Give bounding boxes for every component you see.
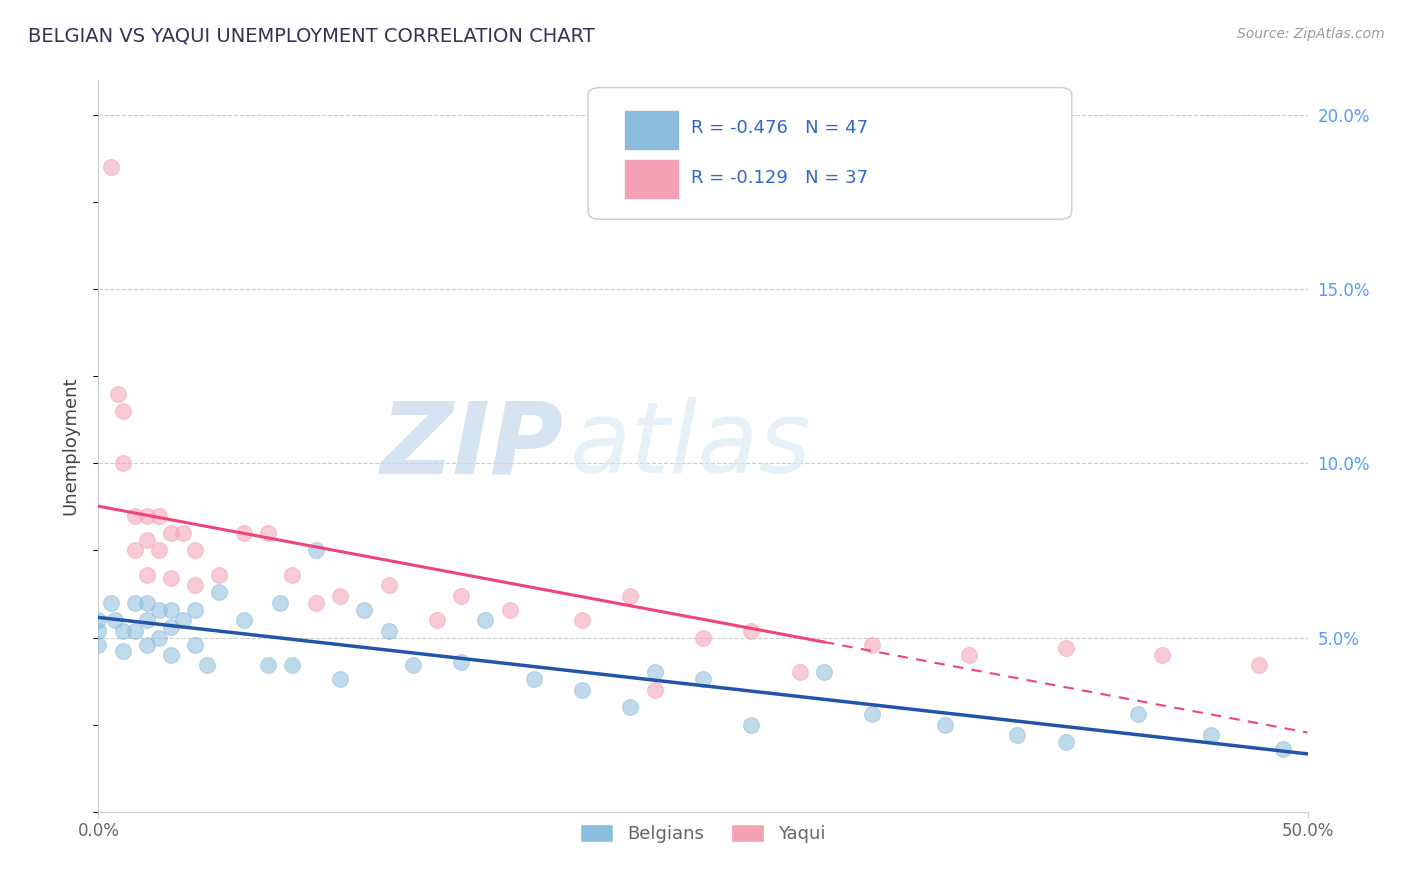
Point	[135, 613, 157, 627]
Point	[740, 717, 762, 731]
Point	[269, 596, 291, 610]
Point	[195, 658, 218, 673]
Point	[740, 624, 762, 638]
Point	[124, 508, 146, 523]
Point	[184, 578, 207, 592]
Point	[135, 638, 157, 652]
Point	[377, 624, 399, 638]
Point	[934, 717, 956, 731]
Point	[111, 644, 134, 658]
Point	[135, 508, 157, 523]
Y-axis label: Unemployment: Unemployment	[62, 376, 80, 516]
Point	[148, 603, 170, 617]
Point	[160, 620, 183, 634]
Point	[148, 631, 170, 645]
FancyBboxPatch shape	[624, 159, 679, 199]
Point	[474, 613, 496, 627]
Point	[100, 161, 122, 175]
Point	[1054, 735, 1077, 749]
Point	[232, 613, 254, 627]
Point	[160, 571, 183, 585]
Point	[402, 658, 425, 673]
Text: Source: ZipAtlas.com: Source: ZipAtlas.com	[1237, 27, 1385, 41]
Point	[860, 707, 883, 722]
Point	[172, 613, 194, 627]
Point	[498, 603, 520, 617]
Point	[1199, 728, 1222, 742]
Point	[111, 404, 134, 418]
FancyBboxPatch shape	[588, 87, 1071, 219]
Point	[523, 673, 546, 687]
Point	[148, 543, 170, 558]
Text: ZIP: ZIP	[381, 398, 564, 494]
Point	[813, 665, 835, 680]
Point	[87, 624, 110, 638]
Point	[1007, 728, 1029, 742]
Point	[208, 585, 231, 599]
Point	[329, 673, 352, 687]
Point	[281, 567, 304, 582]
Point	[644, 665, 666, 680]
Point	[184, 638, 207, 652]
Point	[256, 658, 278, 673]
Point	[305, 596, 328, 610]
Point	[860, 638, 883, 652]
Point	[111, 624, 134, 638]
Point	[1272, 742, 1295, 756]
Point	[1249, 658, 1271, 673]
Point	[124, 596, 146, 610]
Point	[1152, 648, 1174, 662]
Point	[571, 682, 593, 697]
Point	[426, 613, 449, 627]
Point	[232, 526, 254, 541]
Point	[160, 603, 183, 617]
Text: R = -0.129   N = 37: R = -0.129 N = 37	[690, 169, 868, 186]
Point	[281, 658, 304, 673]
Point	[1128, 707, 1150, 722]
Point	[111, 457, 134, 471]
Point	[172, 526, 194, 541]
Point	[135, 596, 157, 610]
Text: BELGIAN VS YAQUI UNEMPLOYMENT CORRELATION CHART: BELGIAN VS YAQUI UNEMPLOYMENT CORRELATIO…	[28, 27, 595, 45]
Point	[160, 648, 183, 662]
Point	[160, 526, 183, 541]
Point	[353, 603, 375, 617]
Text: atlas: atlas	[569, 398, 811, 494]
Point	[692, 631, 714, 645]
Text: R = -0.476   N = 47: R = -0.476 N = 47	[690, 119, 868, 136]
Point	[256, 526, 278, 541]
Point	[184, 603, 207, 617]
Point	[305, 543, 328, 558]
FancyBboxPatch shape	[624, 110, 679, 150]
Point	[107, 386, 129, 401]
Point	[184, 543, 207, 558]
Point	[571, 613, 593, 627]
Point	[87, 638, 110, 652]
Point	[789, 665, 811, 680]
Point	[450, 589, 472, 603]
Point	[450, 655, 472, 669]
Point	[104, 613, 127, 627]
Point	[124, 624, 146, 638]
Point	[692, 673, 714, 687]
Point	[377, 578, 399, 592]
Legend: Belgians, Yaqui: Belgians, Yaqui	[574, 816, 832, 850]
Point	[644, 682, 666, 697]
Point	[135, 533, 157, 547]
Point	[957, 648, 980, 662]
Point	[87, 613, 110, 627]
Point	[124, 543, 146, 558]
Point	[619, 589, 641, 603]
Point	[208, 567, 231, 582]
Point	[329, 589, 352, 603]
Point	[100, 596, 122, 610]
Point	[148, 508, 170, 523]
Point	[619, 700, 641, 714]
Point	[135, 567, 157, 582]
Point	[1054, 640, 1077, 655]
